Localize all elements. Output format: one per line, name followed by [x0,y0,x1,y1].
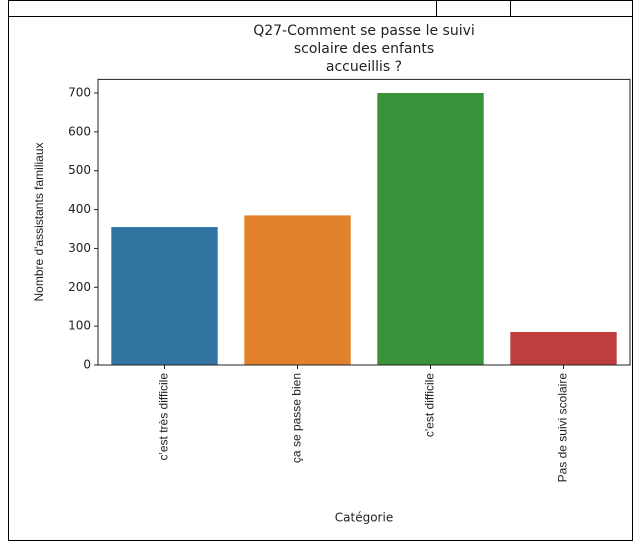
x-tick-label: c'est très difficile [157,373,171,461]
bar [244,215,351,365]
y-axis-label: Nombre d'assistants familiaux [32,142,46,301]
x-tick-label: Pas de suivi scolaire [556,373,570,483]
y-tick-label: 0 [83,358,91,372]
bar [510,331,617,365]
y-tick-label: 200 [68,280,91,294]
x-tick-label: c'est difficile [423,373,437,437]
bar [111,227,218,365]
y-tick-label: 300 [68,241,91,255]
y-tick-label: 100 [68,319,91,333]
chart-title: accueillis ? [326,59,402,75]
chart-title: Q27-Comment se passe le suivi [253,23,475,39]
chart: Q27-Comment se passe le suivi scolaire de… [32,23,631,525]
x-tick-label: ça se passe bien [290,373,304,463]
x-axis-label: Catégorie [335,511,393,525]
plot-frame [97,78,631,366]
y-tick-label: 400 [68,202,91,216]
y-tick-label: 500 [68,163,91,177]
y-tick-label: 700 [68,86,91,100]
chart-title: scolaire des enfants [294,41,434,57]
y-tick-label: 600 [68,124,91,138]
table-frame [8,0,633,541]
bar [377,93,484,365]
